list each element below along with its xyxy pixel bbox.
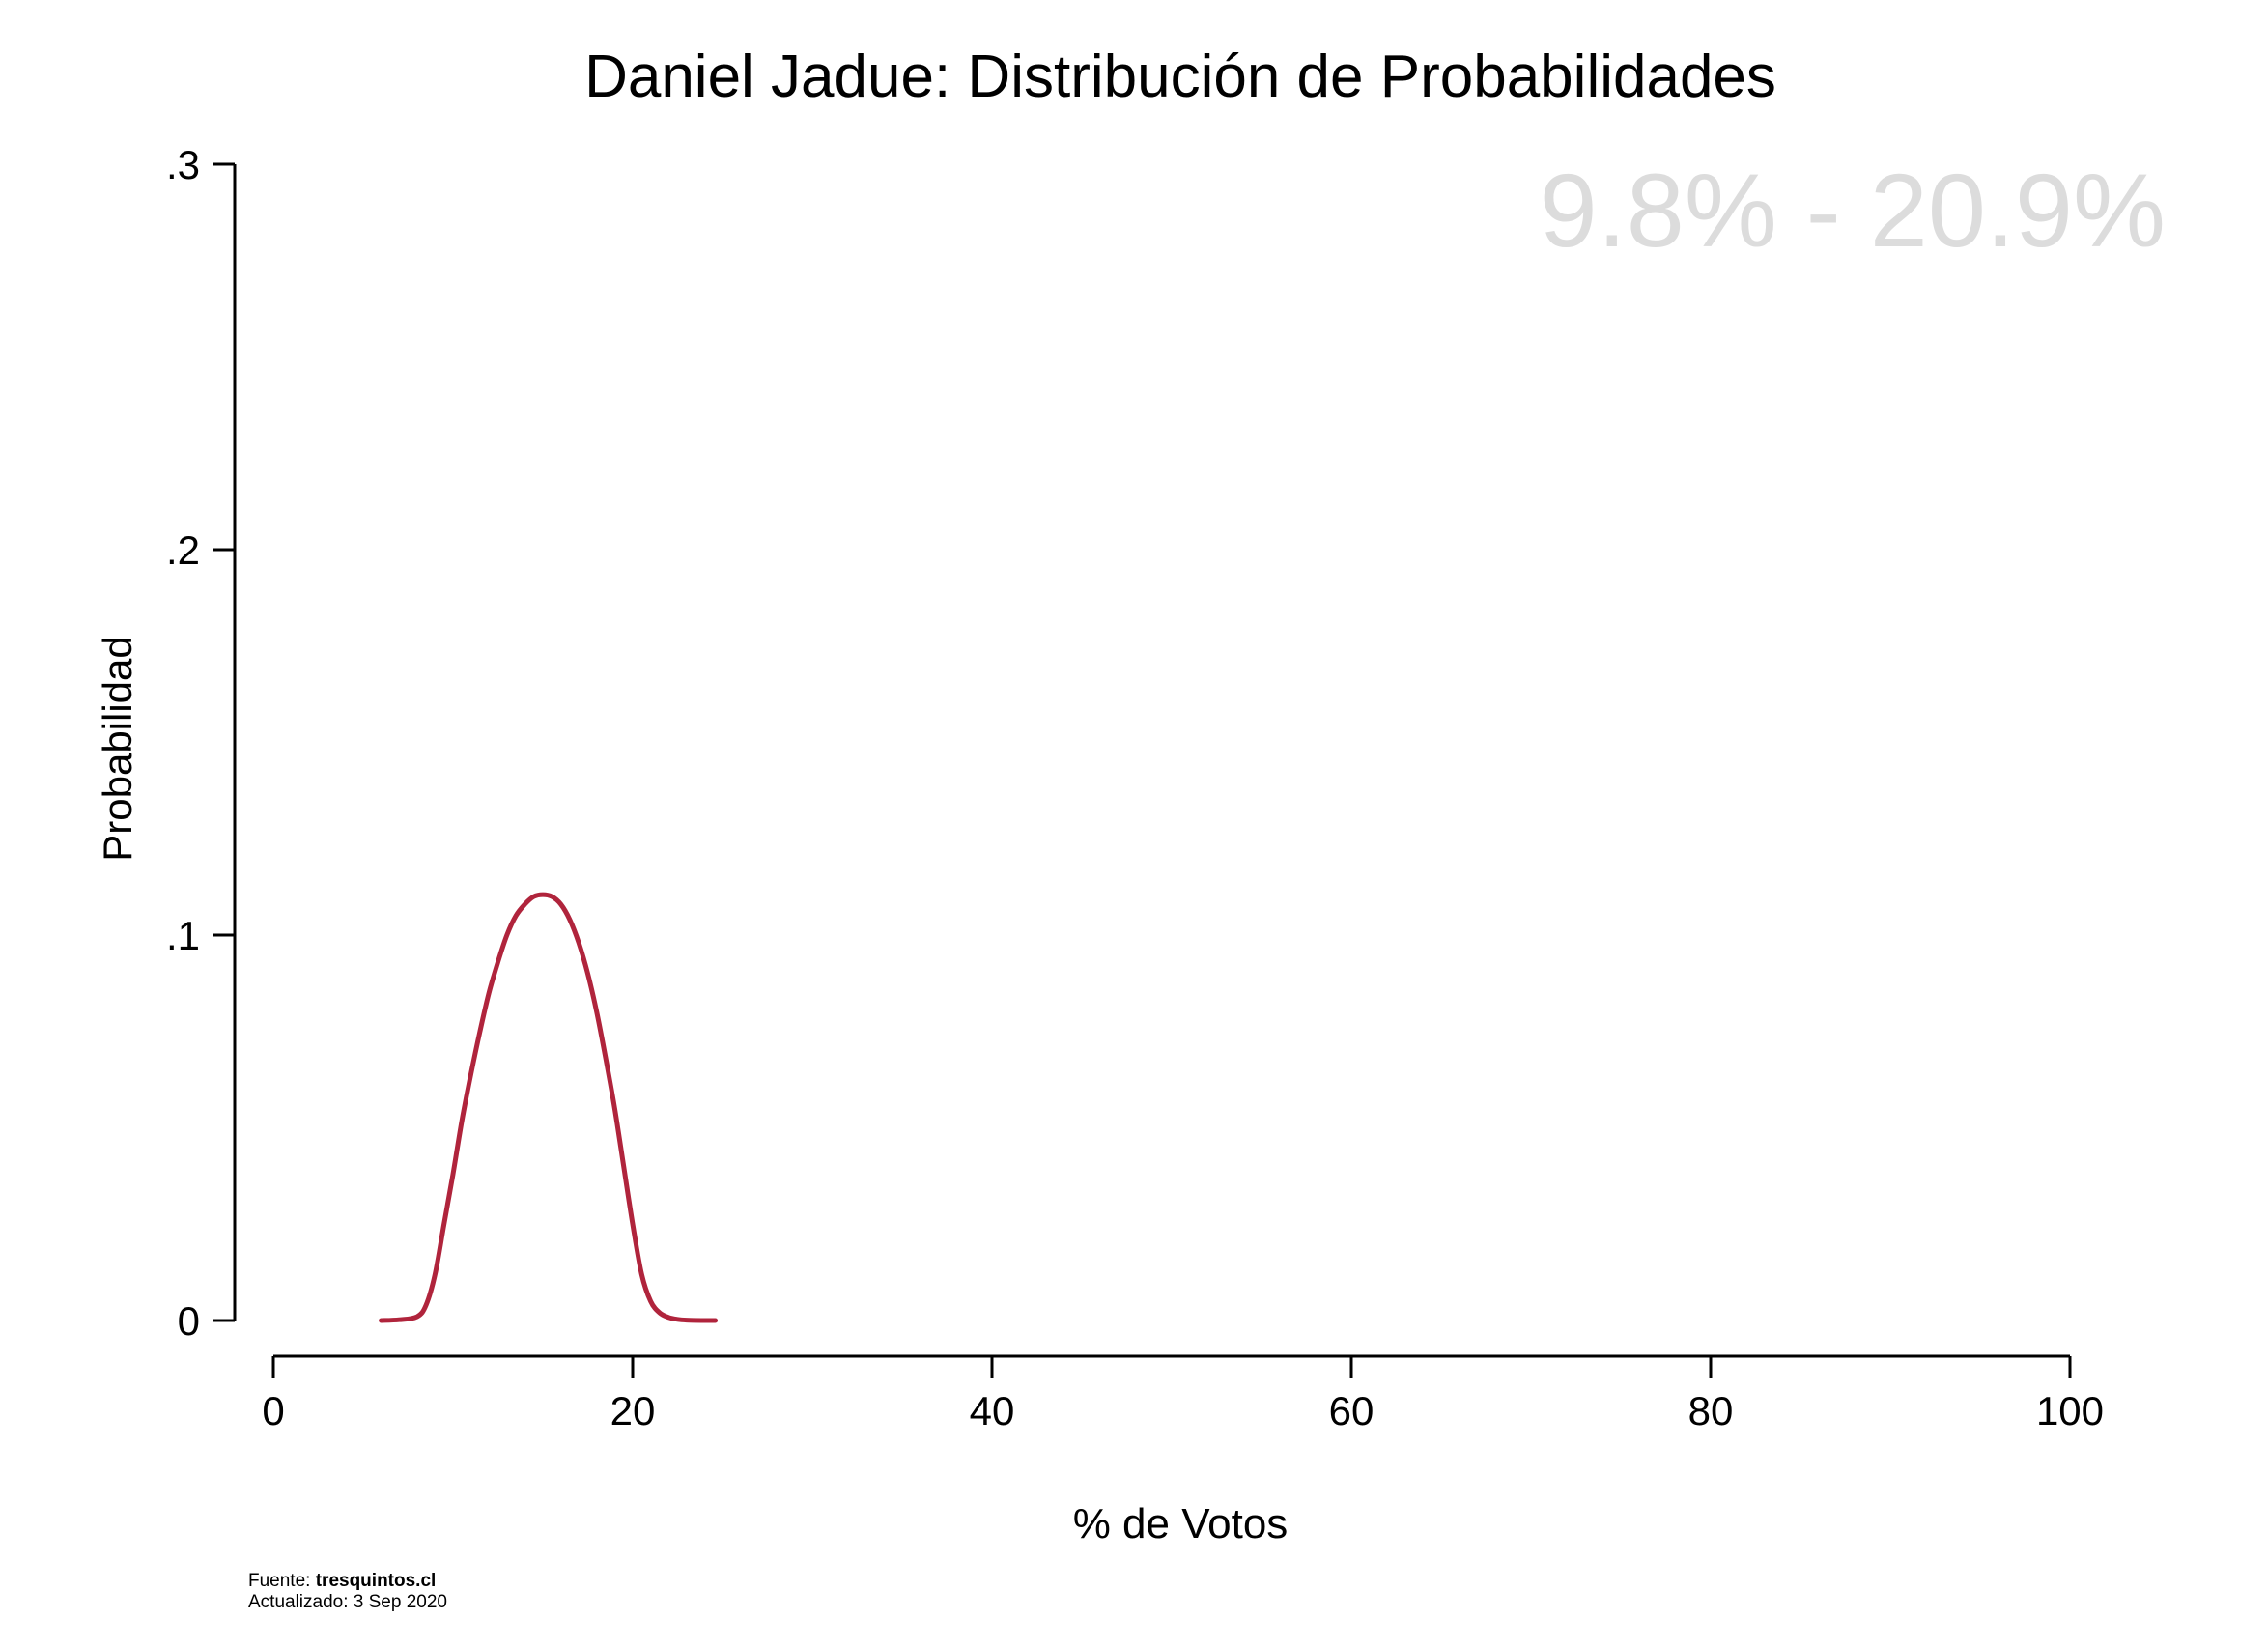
x-tick-label: 100 <box>2036 1388 2104 1434</box>
footer-source: Fuente: tresquintos.cl <box>248 1571 436 1592</box>
x-tick-label: 40 <box>970 1388 1015 1434</box>
x-tick-label: 80 <box>1688 1388 1734 1434</box>
range-annotation: 9.8% - 20.9% <box>1540 152 2166 269</box>
y-tick-label: 0 <box>178 1298 200 1344</box>
source-prefix: Fuente: <box>248 1571 316 1591</box>
x-tick-label: 20 <box>610 1388 656 1434</box>
density-line <box>379 892 719 1323</box>
y-tick-label: .1 <box>166 913 200 958</box>
x-tick-label: 60 <box>1329 1388 1375 1434</box>
x-tick-label: 0 <box>262 1388 284 1434</box>
y-tick-label: .2 <box>166 527 200 573</box>
plot-area <box>379 892 719 1323</box>
y-axis-label: Probabilidad <box>95 636 140 862</box>
axes: 0 .1 .2 .3 0 20 40 60 80 100 <box>166 142 2104 1434</box>
footer-updated: Actualizado: 3 Sep 2020 <box>248 1592 447 1612</box>
chart-title: Daniel Jadue: Distribución de Probabilid… <box>584 43 1776 110</box>
y-tick-label: .3 <box>166 142 200 187</box>
x-axis-label: % de Votos <box>1073 1500 1289 1548</box>
source-name: tresquintos.cl <box>315 1571 437 1591</box>
